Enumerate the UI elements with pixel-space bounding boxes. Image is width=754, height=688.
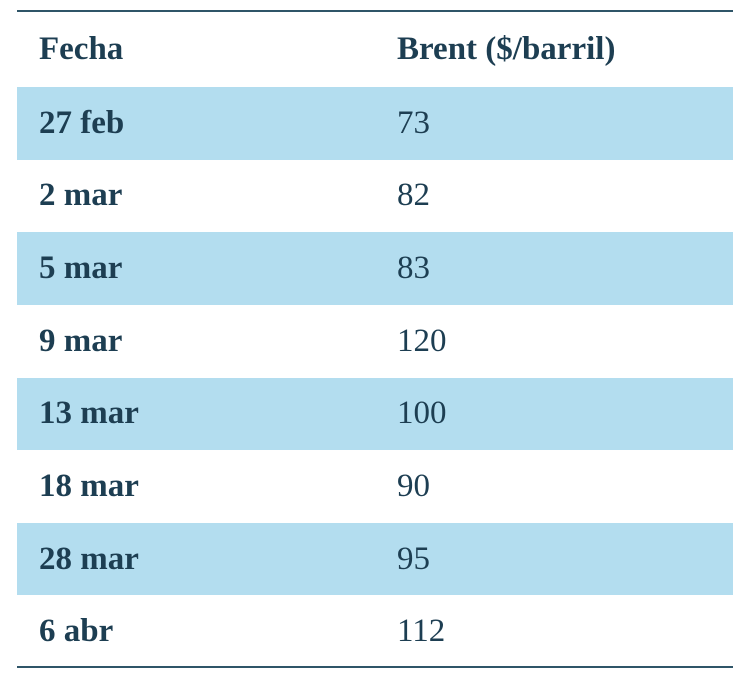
date-cell: 5 mar xyxy=(39,250,123,287)
header-cell: Fecha xyxy=(39,31,124,67)
date-cell: 13 mar xyxy=(39,395,139,432)
date-cell: 6 abr xyxy=(39,613,114,650)
table-row: 6 abr 112 xyxy=(17,595,733,668)
table-row: 27 feb 73 xyxy=(17,87,733,160)
date-cell: 27 feb xyxy=(39,104,125,141)
price-cell: 82 xyxy=(397,177,430,214)
table-row: 13 mar 100 xyxy=(17,377,733,451)
header-row: Fecha Brent ($/barril) xyxy=(17,12,733,89)
date-cell: 28 mar xyxy=(39,540,139,577)
price-cell: 95 xyxy=(397,540,430,577)
header-cell: Brent ($/barril) xyxy=(397,31,616,67)
table-row: 28 mar 95 xyxy=(17,522,733,596)
table-row: 5 mar 83 xyxy=(17,232,733,305)
table-row: 9 mar 120 xyxy=(17,305,733,378)
table-row: 2 mar 82 xyxy=(17,160,733,233)
table-row: 18 mar 90 xyxy=(17,450,733,523)
date-cell: 9 mar xyxy=(39,322,123,359)
price-cell: 73 xyxy=(397,104,430,141)
date-cell: 18 mar xyxy=(39,467,139,504)
date-cell: 2 mar xyxy=(39,177,123,214)
table: Fecha Brent ($/barril) 27 feb 73 2 mar 82 5 … xyxy=(17,10,733,668)
price-cell: 120 xyxy=(397,322,447,359)
price-cell: 83 xyxy=(397,250,430,287)
price-cell: 112 xyxy=(397,613,446,650)
price-cell: 100 xyxy=(397,395,447,432)
price-cell: 90 xyxy=(397,467,430,504)
